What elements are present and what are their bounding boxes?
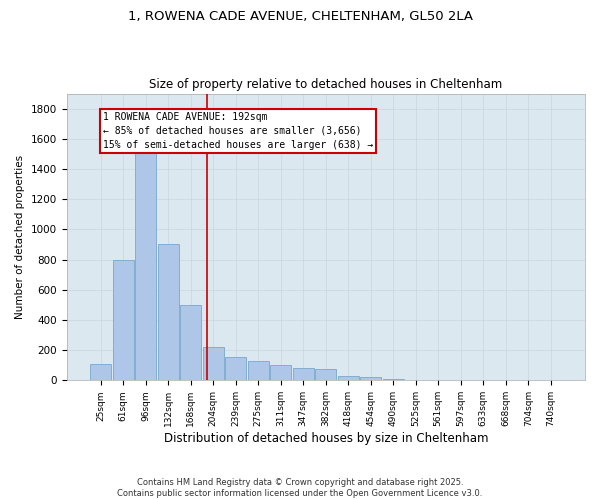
Y-axis label: Number of detached properties: Number of detached properties [15,155,25,319]
Bar [293,368,314,380]
Bar [158,244,179,380]
Bar [225,357,247,380]
Text: 1, ROWENA CADE AVENUE, CHELTENHAM, GL50 2LA: 1, ROWENA CADE AVENUE, CHELTENHAM, GL50 … [128,10,473,23]
Bar [360,378,382,380]
X-axis label: Distribution of detached houses by size in Cheltenham: Distribution of detached houses by size … [164,432,488,445]
Text: 1 ROWENA CADE AVENUE: 192sqm
← 85% of detached houses are smaller (3,656)
15% of: 1 ROWENA CADE AVENUE: 192sqm ← 85% of de… [103,112,373,150]
Text: Contains HM Land Registry data © Crown copyright and database right 2025.
Contai: Contains HM Land Registry data © Crown c… [118,478,482,498]
Bar [113,260,134,380]
Bar [203,347,224,380]
Bar [180,305,202,380]
Bar [270,366,292,380]
Bar [90,364,112,380]
Bar [338,376,359,380]
Bar [315,369,337,380]
Bar [135,124,157,380]
Title: Size of property relative to detached houses in Cheltenham: Size of property relative to detached ho… [149,78,502,91]
Bar [248,360,269,380]
Bar [383,379,404,380]
